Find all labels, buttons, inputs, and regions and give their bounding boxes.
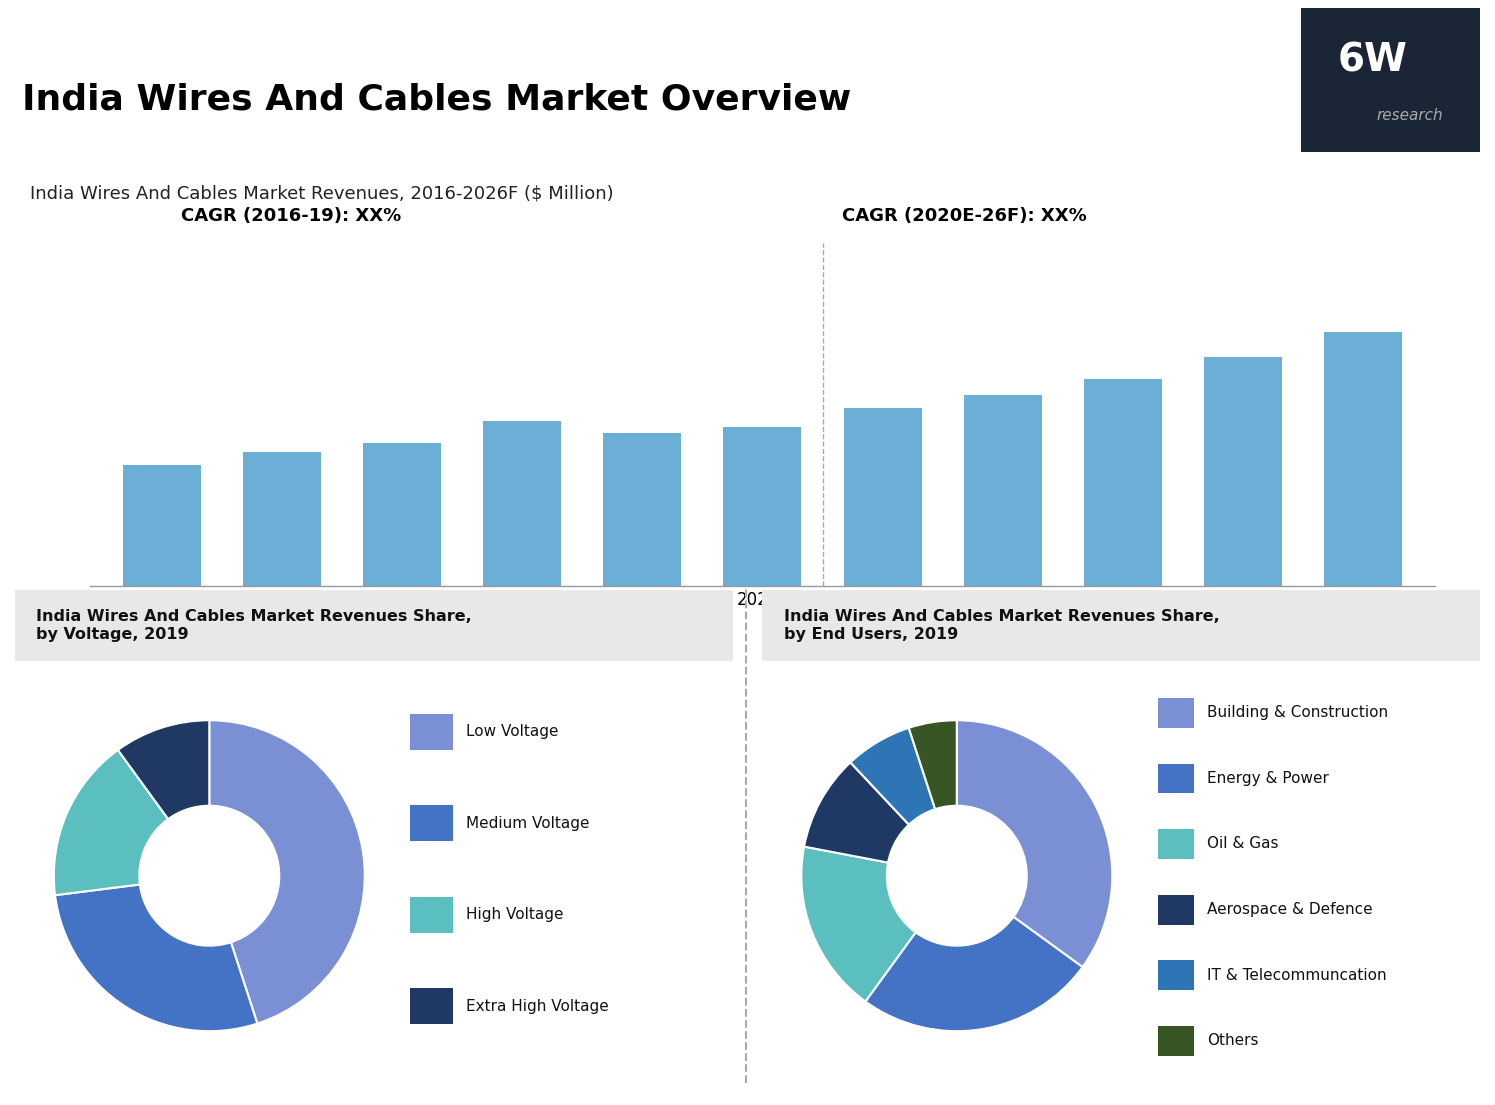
Text: 6W: 6W — [1338, 42, 1408, 80]
Text: India Wires And Cables Market Revenues Share,
by End Users, 2019: India Wires And Cables Market Revenues S… — [783, 609, 1220, 642]
Text: Medium Voltage: Medium Voltage — [466, 815, 589, 831]
Bar — [410, 806, 453, 841]
Bar — [724, 427, 801, 586]
Bar — [604, 433, 682, 586]
Wedge shape — [957, 720, 1112, 967]
Wedge shape — [209, 720, 365, 1023]
Wedge shape — [866, 917, 1082, 1031]
Wedge shape — [909, 720, 957, 809]
Wedge shape — [55, 884, 257, 1031]
Text: Extra High Voltage: Extra High Voltage — [466, 999, 608, 1013]
Text: India Wires And Cables Market Revenues Share,
by Voltage, 2019: India Wires And Cables Market Revenues S… — [36, 609, 472, 642]
Bar — [1157, 764, 1195, 793]
Bar — [242, 452, 321, 586]
Text: IT & Telecommuncation: IT & Telecommuncation — [1206, 968, 1387, 982]
Wedge shape — [54, 750, 167, 895]
Text: Energy & Power: Energy & Power — [1206, 771, 1329, 786]
Wedge shape — [801, 846, 915, 1001]
Bar — [1157, 698, 1195, 728]
Bar — [843, 408, 921, 586]
Bar — [483, 421, 561, 586]
Bar — [1325, 332, 1402, 586]
Text: research: research — [1377, 108, 1444, 123]
FancyBboxPatch shape — [1301, 8, 1480, 152]
Bar — [1203, 357, 1283, 586]
Text: CAGR (2016-19): XX%: CAGR (2016-19): XX% — [181, 207, 402, 224]
Text: Building & Construction: Building & Construction — [1206, 705, 1389, 720]
Bar — [410, 714, 453, 749]
Bar — [964, 396, 1042, 586]
Bar — [1157, 1027, 1195, 1056]
FancyBboxPatch shape — [752, 590, 1491, 661]
Text: India Wires And Cables Market Overview: India Wires And Cables Market Overview — [22, 83, 852, 116]
Wedge shape — [851, 728, 936, 824]
Bar — [410, 988, 453, 1024]
Bar — [363, 443, 441, 586]
Text: Oil & Gas: Oil & Gas — [1206, 836, 1278, 852]
Bar — [1157, 960, 1195, 990]
Bar — [123, 465, 200, 586]
Wedge shape — [804, 762, 909, 863]
FancyBboxPatch shape — [4, 590, 743, 661]
Bar — [1157, 829, 1195, 859]
Text: Others: Others — [1206, 1033, 1259, 1049]
Text: High Voltage: High Voltage — [466, 907, 564, 923]
Bar — [410, 897, 453, 933]
Wedge shape — [118, 720, 209, 819]
Bar — [1157, 895, 1195, 925]
Text: CAGR (2020E-26F): XX%: CAGR (2020E-26F): XX% — [842, 207, 1087, 224]
Text: Low Voltage: Low Voltage — [466, 724, 559, 739]
Text: India Wires And Cables Market Revenues, 2016-2026F ($ Million): India Wires And Cables Market Revenues, … — [30, 185, 613, 202]
Text: Aerospace & Defence: Aerospace & Defence — [1206, 902, 1372, 917]
Bar — [1084, 379, 1162, 586]
